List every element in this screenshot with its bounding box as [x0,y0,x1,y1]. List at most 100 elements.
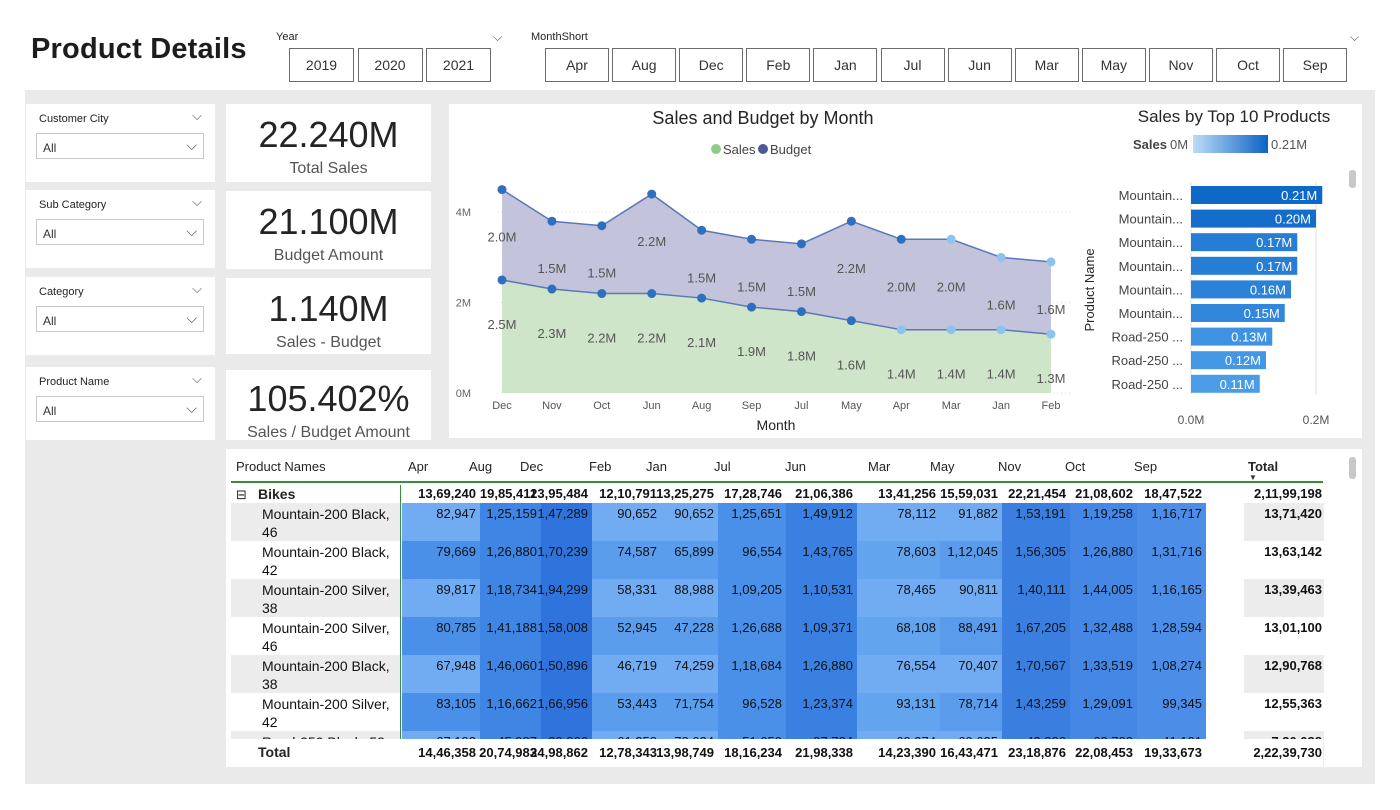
bar[interactable] [1191,209,1316,228]
month-tile-jun[interactable]: Jun [947,48,1012,82]
matrix-cell[interactable]: 96,528 [742,696,782,711]
matrix-cell[interactable]: 1,10,531 [802,582,853,597]
month-tile-jan[interactable]: Jan [813,48,878,82]
matrix-cell[interactable]: 79,669 [436,544,476,559]
column-header-aug[interactable]: Aug [469,459,493,474]
chevron-down-icon[interactable]: ⌵ [192,194,202,209]
matrix-cell[interactable]: 1,09,371 [802,620,853,635]
budget-point[interactable] [996,252,1006,262]
sort-desc-icon[interactable]: ▼ [1249,473,1257,482]
matrix-cell[interactable]: 99,345 [1162,696,1202,711]
matrix-cell[interactable]: 67,948 [436,658,476,673]
matrix-cell[interactable]: 13,63,142 [1264,544,1322,559]
bar[interactable] [1191,327,1273,346]
bar[interactable] [1191,186,1323,204]
matrix-cell[interactable]: 58,331 [617,582,657,597]
matrix-scrollbar[interactable] [1349,457,1356,479]
column-header-jun[interactable]: Jun [785,459,806,474]
matrix-cell[interactable]: 1,94,299 [537,582,588,597]
matrix-cell[interactable]: 12,90,768 [1264,658,1322,673]
chevron-down-icon[interactable]: ⌵ [493,30,503,44]
matrix-cell[interactable]: 1,41,188 [486,620,537,635]
matrix-cell[interactable]: 46,719 [617,658,657,673]
year-tile-2020[interactable]: 2020 [357,48,423,82]
matrix-cell[interactable]: 12,55,363 [1264,696,1322,711]
budget-point[interactable] [896,234,906,244]
matrix-cell[interactable]: 91,882 [958,506,998,521]
sales-point[interactable] [946,325,956,335]
matrix-cell[interactable]: 89,817 [436,582,476,597]
matrix-cell[interactable]: 74,259 [674,658,714,673]
sales-point[interactable] [747,302,757,312]
matrix-cell[interactable]: 1,32,488 [1082,620,1133,635]
matrix-cell[interactable]: 1,18,734 [486,582,537,597]
chevron-down-icon[interactable]: ⌵ [192,281,202,296]
month-tile-mar[interactable]: Mar [1014,48,1079,82]
matrix-cell[interactable]: 47,228 [674,620,714,635]
budget-point[interactable] [796,239,806,249]
matrix-cell[interactable]: 83,105 [436,696,476,711]
top-products-bar-chart[interactable]: Sales by Top 10 Products Sales 0M 0.21M 0.21… [1079,104,1362,438]
column-header-jan[interactable]: Jan [646,459,667,474]
matrix-cell[interactable]: 1,18,684 [731,658,782,673]
matrix-cell[interactable]: 1,40,111 [1017,582,1066,597]
matrix-cell[interactable]: 1,19,258 [1082,506,1133,521]
column-header-jul[interactable]: Jul [714,459,731,474]
matrix-cell[interactable]: 88,491 [958,620,998,635]
matrix-cell[interactable]: 1,43,765 [802,544,853,559]
bar[interactable] [1191,256,1298,275]
matrix-cell[interactable]: 13,39,463 [1264,582,1322,597]
matrix-cell[interactable]: 1,58,008 [537,620,588,635]
column-header-nov[interactable]: Nov [998,459,1022,474]
chevron-down-icon[interactable]: ⌵ [1350,30,1360,44]
matrix-cell[interactable]: 1,16,165 [1151,582,1202,597]
sales-point[interactable] [1046,329,1056,339]
category-dropdown[interactable]: All ⌵ [36,306,204,332]
bar[interactable] [1191,233,1298,252]
month-tile-feb[interactable]: Feb [746,48,811,82]
matrix-cell[interactable]: 1,16,717 [1151,506,1202,521]
matrix-cell[interactable]: 1,31,716 [1151,544,1202,559]
matrix-cell[interactable]: 1,53,191 [1015,506,1066,521]
matrix-cell[interactable]: 1,25,159 [486,506,537,521]
matrix-cell[interactable]: 1,33,519 [1082,658,1133,673]
matrix-cell[interactable]: 52,945 [617,620,657,635]
month-tile-aug[interactable]: Aug [612,48,677,82]
column-header-oct[interactable]: Oct [1065,459,1086,474]
month-tile-jul[interactable]: Jul [880,48,945,82]
month-tile-oct[interactable]: Oct [1216,48,1280,82]
sales-point[interactable] [796,307,806,317]
matrix-cell[interactable]: 1,66,956 [537,696,588,711]
sales-point[interactable] [547,284,557,294]
matrix-cell[interactable]: 90,652 [674,506,714,521]
matrix-cell[interactable]: 13,71,420 [1264,506,1322,521]
matrix-cell[interactable]: 74,587 [617,544,657,559]
sub-category-dropdown[interactable]: All ⌵ [36,219,204,245]
sales-budget-area-chart[interactable]: Sales and Budget by Month Sales Budget 0M 2M… [449,104,1079,438]
matrix-cell[interactable]: 1,26,880 [1082,544,1133,559]
matrix-cell[interactable]: 96,554 [742,544,782,559]
budget-point[interactable] [547,216,557,226]
matrix-cell[interactable]: 1,25,651 [731,506,782,521]
sales-point[interactable] [697,293,707,303]
matrix-cell[interactable]: 1,46,060 [486,658,537,673]
budget-point[interactable] [597,221,607,231]
matrix-cell[interactable]: 1,26,880 [802,658,853,673]
matrix-cell[interactable]: 1,16,662 [486,696,537,711]
matrix-cell[interactable]: 53,443 [617,696,657,711]
bar[interactable] [1191,304,1285,322]
matrix-cell[interactable]: 1,29,091 [1082,696,1133,711]
matrix-cell[interactable]: 78,465 [896,582,936,597]
year-tile-2021[interactable]: 2021 [426,48,491,82]
scrollbar[interactable] [1349,170,1356,188]
matrix-cell[interactable]: 88,988 [674,582,714,597]
matrix-cell[interactable]: 1,47,289 [537,506,588,521]
matrix-cell[interactable]: 1,43,259 [1015,696,1066,711]
month-tile-may[interactable]: May [1081,48,1146,82]
matrix-cell[interactable]: 1,70,567 [1015,658,1066,673]
matrix-cell[interactable]: 1,49,912 [802,506,853,521]
chevron-down-icon[interactable]: ⌵ [192,108,202,123]
sales-point[interactable] [896,325,906,335]
sales-point[interactable] [846,316,856,326]
column-header-feb[interactable]: Feb [589,459,612,474]
